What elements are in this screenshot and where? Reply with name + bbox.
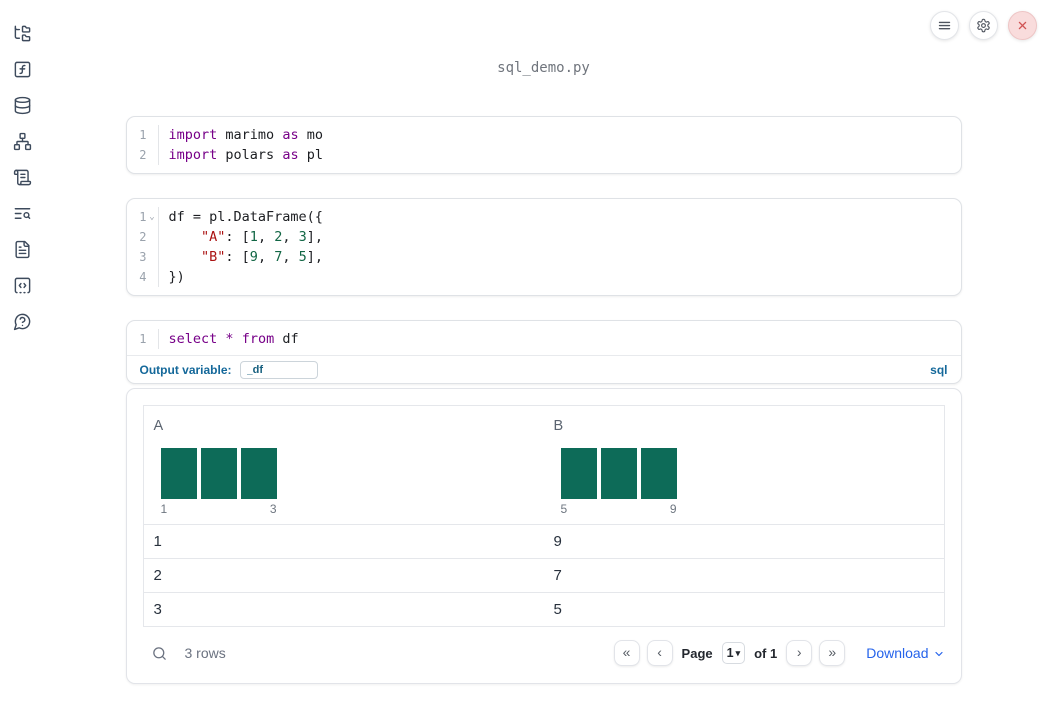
histogram-max-label: 9: [669, 502, 677, 516]
histogram-bar: [560, 448, 597, 499]
code-line: 3 "B": [9, 7, 5],: [127, 247, 961, 267]
histogram-max-label: 3: [269, 502, 277, 516]
column-name[interactable]: B: [553, 418, 564, 434]
chevron-down-icon: [934, 651, 943, 657]
line-number-gutter: 3: [127, 247, 159, 267]
code-line: 1 ⌄ df = pl.DataFrame({: [127, 207, 961, 227]
column-header-b: B 5 9: [544, 406, 944, 524]
list-search-icon[interactable]: [13, 204, 32, 223]
table-footer: 3 rows « ‹ Page 1 ▾ of 1 › » Download: [143, 635, 945, 671]
code-cell-dataframe: 1 ⌄ df = pl.DataFrame({2 "A": [1, 2, 3], 3 …: [125, 198, 962, 296]
histogram-bar: [240, 448, 277, 499]
code-editor[interactable]: 1 import marimo as mo 2 import polars as pl: [127, 117, 961, 173]
pagination-controls: « ‹ Page 1 ▾ of 1 › » Download: [613, 640, 945, 666]
code-line: 1 import marimo as mo: [127, 125, 961, 145]
page-of-label: of 1: [754, 645, 778, 661]
column-header-a: A 1 3: [144, 406, 544, 524]
table-output-card: A 1 3 B 5 9: [125, 388, 962, 684]
table-cell: 9: [553, 533, 562, 550]
histogram-bar: [640, 448, 677, 499]
code-square-icon[interactable]: [13, 276, 32, 295]
fold-chevron-icon[interactable]: ⌄: [149, 212, 155, 222]
folder-tree-icon[interactable]: [13, 24, 32, 43]
line-number-gutter: 4: [127, 267, 159, 287]
data-table: A 1 3 B 5 9: [142, 405, 945, 627]
document-icon[interactable]: [13, 240, 32, 259]
histogram-bar: [160, 448, 197, 499]
row-count: 3 rows: [184, 645, 226, 661]
line-number-gutter: 1: [127, 329, 159, 349]
database-icon[interactable]: [13, 96, 32, 115]
dependency-graph-icon[interactable]: [13, 132, 32, 151]
code-editor[interactable]: 1 ⌄ df = pl.DataFrame({2 "A": [1, 2, 3], 3 …: [127, 199, 961, 295]
line-number-gutter: 1 ⌄: [127, 207, 159, 227]
histogram-bar: [200, 448, 237, 499]
search-button[interactable]: [151, 645, 168, 662]
help-chat-icon[interactable]: [13, 312, 32, 331]
notebook-filename: sql_demo.py: [497, 60, 590, 76]
histogram-range-labels: 1 3: [161, 502, 277, 516]
code-line: 1 select * from df: [127, 329, 961, 349]
panel-sidebar: [0, 0, 44, 713]
column-histogram: [560, 448, 677, 499]
output-variable-input[interactable]: [239, 360, 318, 379]
histogram-range-labels: 5 9: [561, 502, 677, 516]
code-line: 4}): [127, 267, 961, 287]
column-histogram: [160, 448, 277, 499]
page-select-value: 1: [726, 646, 734, 660]
table-header-row: A 1 3 B 5 9: [143, 406, 944, 525]
code-line: 2 import polars as pl: [127, 145, 961, 165]
line-number-gutter: 1: [127, 125, 159, 145]
line-number-gutter: 2: [127, 145, 159, 165]
table-cell: 5: [553, 601, 562, 618]
histogram-bar: [600, 448, 637, 499]
page-select[interactable]: 1 ▾: [721, 642, 746, 664]
download-label: Download: [866, 645, 929, 661]
code-cell-imports: 1 import marimo as mo 2 import polars as pl: [125, 116, 962, 174]
hamburger-menu-button[interactable]: [930, 11, 959, 40]
table-cell: 1: [153, 533, 162, 550]
settings-button[interactable]: [969, 11, 998, 40]
hamburger-menu-icon: [938, 21, 951, 30]
histogram-min-label: 1: [160, 502, 168, 516]
table-cell: 7: [553, 567, 562, 584]
table-cell: 2: [153, 567, 162, 584]
output-variable-label: Output variable:: [139, 362, 232, 377]
last-page-button[interactable]: »: [819, 640, 846, 666]
table-cell: 3: [153, 601, 162, 618]
prev-page-button[interactable]: ‹: [646, 640, 673, 666]
line-number-gutter: 2: [127, 227, 159, 247]
language-badge: sql: [930, 362, 948, 377]
page-label: Page: [681, 645, 713, 661]
column-name[interactable]: A: [153, 418, 164, 434]
chevron-down-icon: ▾: [735, 647, 741, 658]
download-button[interactable]: Download: [866, 645, 944, 661]
search-icon: [152, 646, 166, 660]
histogram-min-label: 5: [560, 502, 568, 516]
sql-cell-footer: Output variable: sql: [126, 355, 961, 383]
function-square-icon[interactable]: [13, 60, 32, 79]
code-line: 2 "A": [1, 2, 3],: [127, 227, 961, 247]
close-x-icon: [1018, 21, 1027, 30]
next-page-button[interactable]: ›: [786, 640, 813, 666]
sql-editor[interactable]: 1 select * from df: [127, 321, 961, 355]
window-controls: [930, 11, 1037, 40]
gear-icon: [977, 18, 990, 33]
close-notebook-button[interactable]: [1008, 11, 1037, 40]
first-page-button[interactable]: «: [613, 640, 640, 666]
scroll-logs-icon[interactable]: [13, 168, 32, 187]
